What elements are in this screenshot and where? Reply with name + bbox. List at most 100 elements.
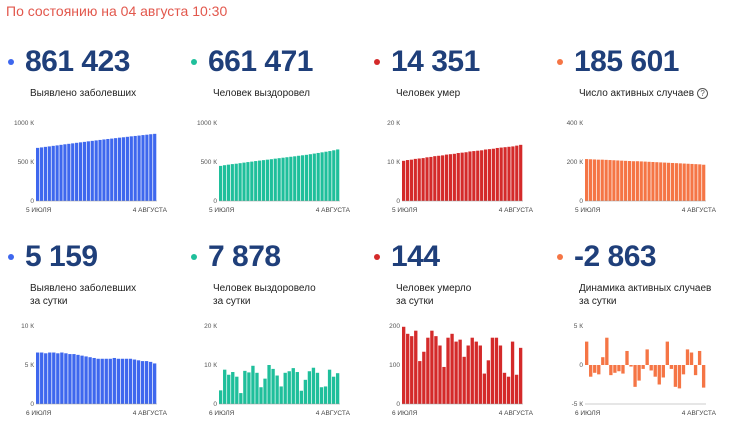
y-tick-label: 10 К xyxy=(204,362,217,369)
chart-bar xyxy=(106,138,110,201)
chart-bar xyxy=(67,143,71,201)
chart-bar xyxy=(132,359,137,404)
chart-bar xyxy=(612,160,616,201)
bar-chart: 200 100 0 6 ИЮЛЯ 4 АВГУСТА xyxy=(389,323,534,417)
chart-bar xyxy=(82,141,87,201)
chart-bar xyxy=(458,339,462,404)
chart-bar xyxy=(295,372,299,404)
y-tick-label: 5 К xyxy=(574,323,583,330)
stat-label-line1: Выявлено заболевших xyxy=(30,88,137,99)
stat-label: Число активных случаев? xyxy=(579,87,709,100)
x-tick-start: 5 ИЮЛЯ xyxy=(575,207,601,214)
chart-bar xyxy=(56,353,60,404)
chart-bar xyxy=(121,137,126,201)
chart-bar xyxy=(616,160,620,201)
chart-bar xyxy=(486,360,491,404)
chart-bar xyxy=(633,365,637,387)
chart-bar xyxy=(601,357,605,365)
chart-bar xyxy=(39,147,44,201)
stat-card: 7 878 Человек выздоровело за сутки 20 К 10 К… xyxy=(183,240,363,422)
chart-bar xyxy=(300,155,305,201)
chart-bar xyxy=(402,160,406,201)
chart-bar xyxy=(48,352,52,404)
chart-bar xyxy=(421,158,425,201)
chart-bar xyxy=(438,345,442,404)
y-tick-label: 200 xyxy=(389,323,400,330)
chart-bar xyxy=(327,369,332,404)
chart-bar xyxy=(128,358,133,404)
chart-bar xyxy=(117,137,122,201)
chart-bar xyxy=(422,351,426,404)
x-tick-end: 4 АВГУСТА xyxy=(682,207,717,214)
chart-bar xyxy=(609,365,613,376)
chart-bar xyxy=(478,345,482,404)
chart-bar xyxy=(476,150,480,201)
chart-bar xyxy=(223,369,227,404)
stat-card: 861 423 Выявлено заболевших 1000 К 500 К 0 5 … xyxy=(0,45,180,227)
chart-bar xyxy=(663,162,667,201)
chart-bar xyxy=(639,161,643,201)
chart-bar xyxy=(596,159,600,201)
chart-bar xyxy=(515,145,519,201)
chart-bar xyxy=(90,140,94,201)
chart-bar xyxy=(271,368,275,404)
chart-bar xyxy=(448,154,453,201)
stat-value: 5 159 xyxy=(25,240,98,273)
chart-bar xyxy=(456,153,460,201)
chart-bar xyxy=(43,146,48,201)
chart-bar xyxy=(36,147,40,201)
chart-bar xyxy=(608,160,612,201)
chart-bar xyxy=(287,371,291,404)
chart-bar xyxy=(88,357,92,404)
chart-bar xyxy=(75,142,79,201)
x-tick-end: 4 АВГУСТА xyxy=(133,207,168,214)
chart-bar xyxy=(600,159,604,201)
chart-bar xyxy=(125,136,129,201)
stat-card: 5 159 Выявлено заболевших за сутки 10 К 5 К 0… xyxy=(0,240,180,422)
chart-bar xyxy=(254,161,258,201)
chart-bar xyxy=(597,365,601,375)
y-tick-label: 100 xyxy=(389,362,400,369)
chart-bar xyxy=(110,138,114,201)
chart-bar xyxy=(483,149,488,201)
bullet-dot-icon xyxy=(8,59,14,65)
chart-bar xyxy=(434,336,438,404)
chart-bar xyxy=(635,161,639,201)
chart-bar xyxy=(308,154,312,201)
bullet-dot-icon xyxy=(191,59,197,65)
help-icon[interactable]: ? xyxy=(697,88,709,99)
chart-bar xyxy=(76,354,80,404)
chart-bar xyxy=(273,158,277,201)
chart-bar xyxy=(450,333,454,404)
y-tick-label: 20 К xyxy=(204,323,217,330)
chart-bar xyxy=(246,162,250,201)
bullet-dot-icon xyxy=(8,254,14,260)
chart-bar xyxy=(653,365,657,377)
chart-bar xyxy=(659,162,663,201)
chart-bar xyxy=(114,138,118,201)
chart-bar xyxy=(311,367,316,404)
chart-bar xyxy=(299,390,303,404)
chart-bar xyxy=(145,134,149,201)
chart-bar xyxy=(690,163,694,201)
chart-bar xyxy=(281,157,285,201)
chart-bar xyxy=(629,365,633,367)
chart-bar xyxy=(275,375,279,404)
chart-bar xyxy=(426,337,430,404)
stat-label-line1: Человек выздоровел xyxy=(213,88,310,99)
chart-bar xyxy=(289,156,293,201)
chart-bar xyxy=(137,135,141,201)
chart-bar xyxy=(144,361,149,404)
stat-card: 14 351 Человек умер 20 К 10 К 0 5 ИЮЛЯ 4 АВГУС… xyxy=(366,45,546,227)
x-tick-start: 5 ИЮЛЯ xyxy=(392,207,418,214)
stat-label: Динамика активных случаев за сутки xyxy=(579,282,711,308)
chart-bar xyxy=(624,160,628,201)
chart-bar xyxy=(68,354,72,404)
chart-bar xyxy=(460,152,464,201)
chart-bar xyxy=(441,155,445,201)
chart-bar xyxy=(685,349,690,365)
chart-bar xyxy=(102,139,106,201)
chart-bar xyxy=(219,165,223,201)
chart-bar xyxy=(444,154,449,201)
bar-chart: 5 К 0 -5 К 6 ИЮЛЯ 4 АВГУСТА xyxy=(572,323,717,417)
